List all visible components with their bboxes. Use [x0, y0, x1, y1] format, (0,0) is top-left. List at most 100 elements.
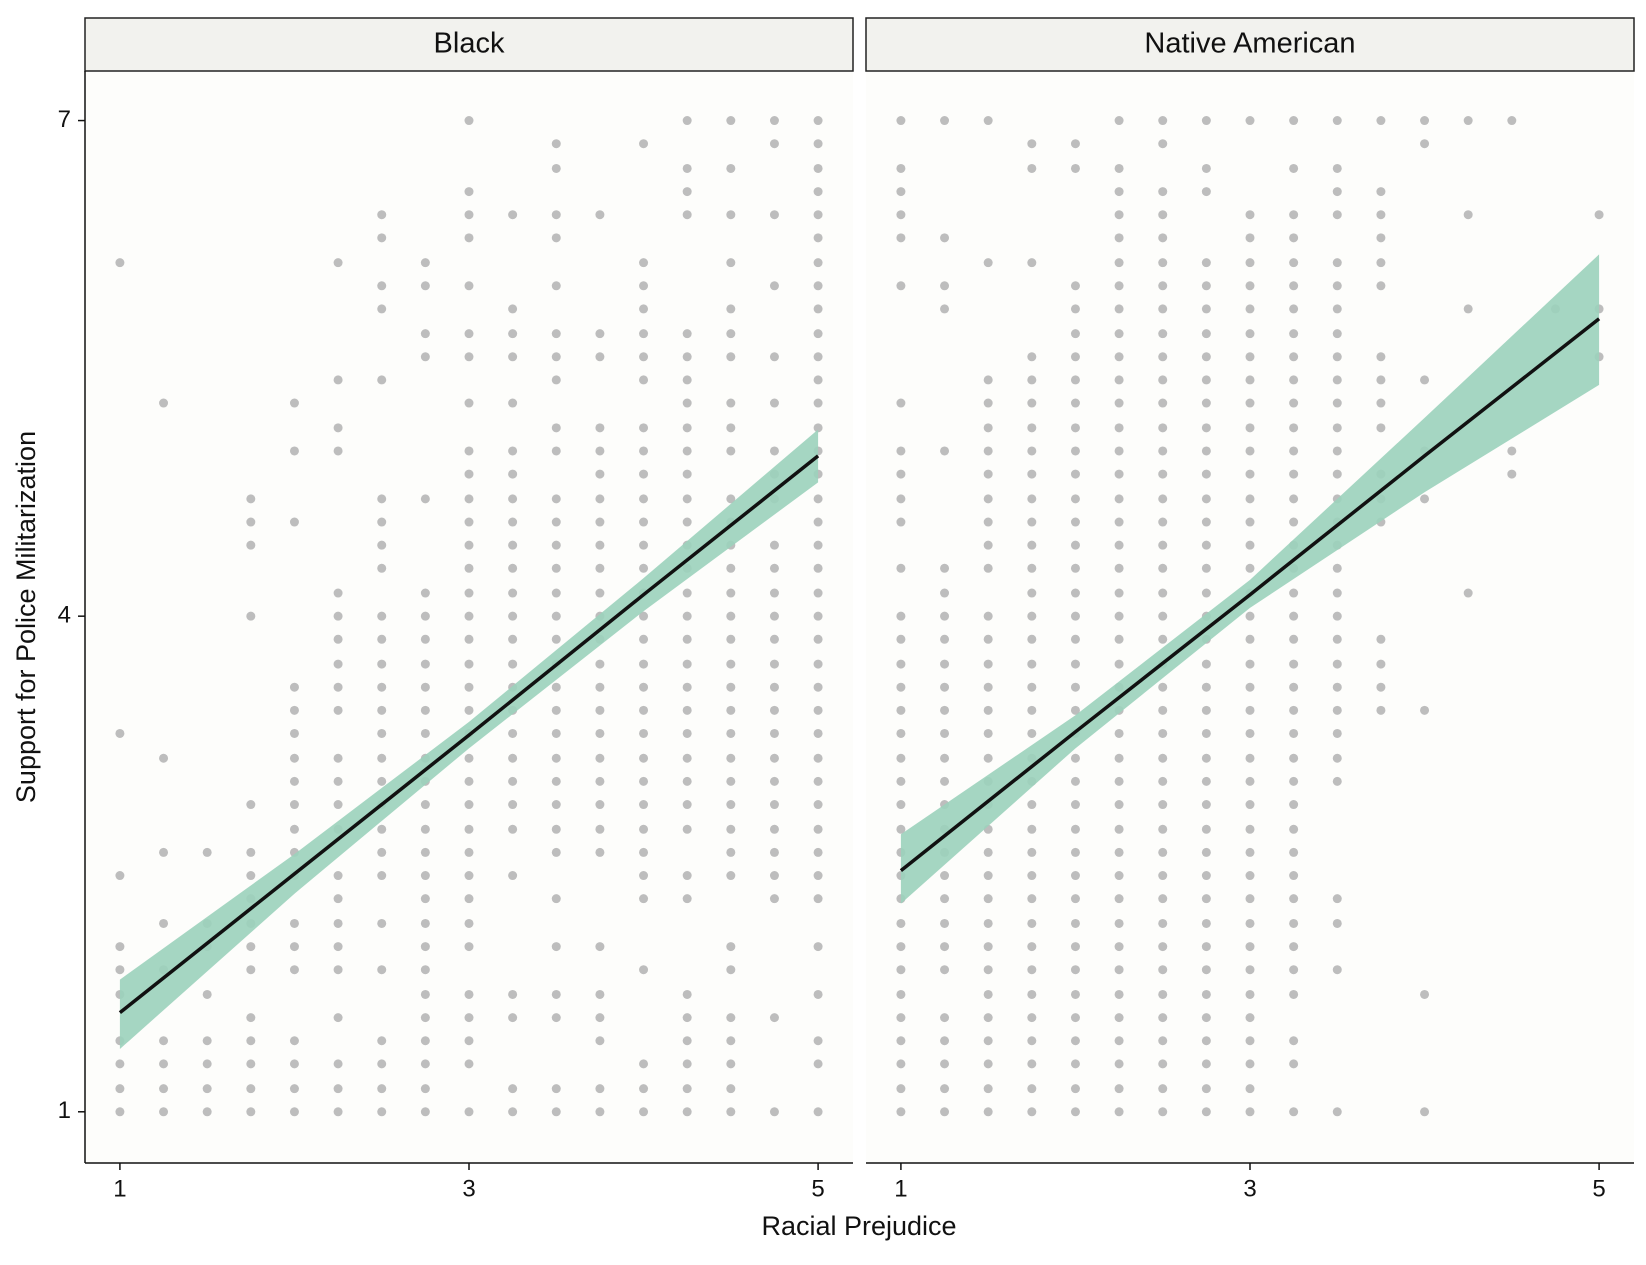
point [508, 728, 518, 738]
point [1289, 965, 1299, 975]
point [1114, 352, 1124, 362]
point [1245, 233, 1255, 243]
point [1201, 728, 1211, 738]
point [769, 563, 779, 573]
point [115, 1084, 125, 1094]
point [682, 894, 692, 904]
point [464, 281, 474, 291]
point [726, 1059, 736, 1069]
point [1114, 634, 1124, 644]
point [115, 1107, 125, 1117]
point [1289, 894, 1299, 904]
point [682, 682, 692, 692]
point [639, 871, 649, 881]
point [464, 494, 474, 504]
point [682, 824, 692, 834]
point [726, 352, 736, 362]
point [1376, 352, 1386, 362]
point [1027, 728, 1037, 738]
point [896, 1059, 906, 1069]
point [1027, 398, 1037, 408]
point [420, 588, 430, 598]
point [551, 329, 561, 339]
point [940, 1059, 950, 1069]
point [551, 423, 561, 433]
point [1114, 918, 1124, 928]
point [983, 871, 993, 881]
point [1070, 281, 1080, 291]
point [464, 233, 474, 243]
point [726, 824, 736, 834]
point [246, 1084, 256, 1094]
point [1114, 494, 1124, 504]
point [420, 1107, 430, 1117]
point [1027, 918, 1037, 928]
point [464, 753, 474, 763]
point [464, 894, 474, 904]
point [983, 634, 993, 644]
point [1376, 398, 1386, 408]
point [1201, 1107, 1211, 1117]
point [508, 540, 518, 550]
point [1376, 116, 1386, 126]
point [813, 611, 823, 621]
point [1376, 659, 1386, 669]
point [983, 659, 993, 669]
point [508, 753, 518, 763]
point [639, 494, 649, 504]
point [1289, 494, 1299, 504]
point [1070, 942, 1080, 952]
point [1245, 563, 1255, 573]
point [1114, 304, 1124, 314]
point [1114, 989, 1124, 999]
y-tick-label: 4 [58, 602, 71, 629]
point [1158, 1084, 1168, 1094]
point [420, 871, 430, 881]
point [464, 776, 474, 786]
point [813, 871, 823, 881]
point [1332, 375, 1342, 385]
point [1245, 824, 1255, 834]
point [551, 753, 561, 763]
point [1332, 329, 1342, 339]
point [1376, 233, 1386, 243]
point [1332, 634, 1342, 644]
point [420, 965, 430, 975]
point [639, 1107, 649, 1117]
point [420, 800, 430, 810]
point [464, 352, 474, 362]
point [1070, 753, 1080, 763]
point [983, 423, 993, 433]
point [1158, 753, 1168, 763]
point [813, 942, 823, 952]
point [246, 1013, 256, 1023]
y-axis-label: Support for Police Militarization [11, 431, 41, 803]
point [1070, 139, 1080, 149]
point [1158, 517, 1168, 527]
point [1158, 918, 1168, 928]
point [1158, 116, 1168, 126]
point [1027, 847, 1037, 857]
point [1070, 965, 1080, 975]
point [940, 1107, 950, 1117]
point [769, 446, 779, 456]
point [1332, 116, 1342, 126]
point [1420, 989, 1430, 999]
point [377, 659, 387, 669]
point [726, 753, 736, 763]
point [508, 494, 518, 504]
point [1070, 1013, 1080, 1023]
point [940, 563, 950, 573]
point [1376, 705, 1386, 715]
point [377, 304, 387, 314]
point [1420, 1107, 1430, 1117]
point [1114, 540, 1124, 550]
point [464, 942, 474, 952]
point [1245, 847, 1255, 857]
point [1245, 398, 1255, 408]
point [1158, 375, 1168, 385]
point [813, 517, 823, 527]
point [551, 563, 561, 573]
point [940, 871, 950, 881]
point [595, 540, 605, 550]
